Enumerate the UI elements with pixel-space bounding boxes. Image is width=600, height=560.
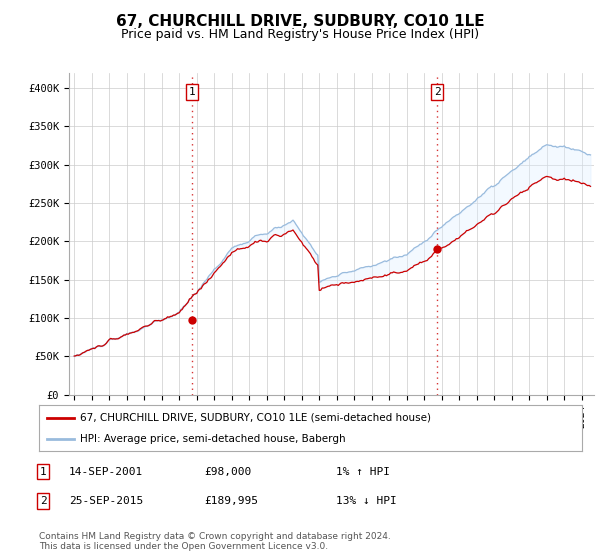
Text: 1% ↑ HPI: 1% ↑ HPI <box>336 466 390 477</box>
Text: £189,995: £189,995 <box>204 496 258 506</box>
Text: 13% ↓ HPI: 13% ↓ HPI <box>336 496 397 506</box>
Text: Price paid vs. HM Land Registry's House Price Index (HPI): Price paid vs. HM Land Registry's House … <box>121 28 479 41</box>
Text: £98,000: £98,000 <box>204 466 251 477</box>
Text: HPI: Average price, semi-detached house, Babergh: HPI: Average price, semi-detached house,… <box>80 435 346 444</box>
Text: 2: 2 <box>40 496 47 506</box>
Text: 1: 1 <box>40 466 47 477</box>
Text: Contains HM Land Registry data © Crown copyright and database right 2024.
This d: Contains HM Land Registry data © Crown c… <box>39 532 391 552</box>
Text: 1: 1 <box>188 87 195 97</box>
Text: 25-SEP-2015: 25-SEP-2015 <box>69 496 143 506</box>
Text: 2: 2 <box>434 87 440 97</box>
Text: 14-SEP-2001: 14-SEP-2001 <box>69 466 143 477</box>
Text: 67, CHURCHILL DRIVE, SUDBURY, CO10 1LE (semi-detached house): 67, CHURCHILL DRIVE, SUDBURY, CO10 1LE (… <box>80 413 431 423</box>
Text: 67, CHURCHILL DRIVE, SUDBURY, CO10 1LE: 67, CHURCHILL DRIVE, SUDBURY, CO10 1LE <box>116 14 484 29</box>
